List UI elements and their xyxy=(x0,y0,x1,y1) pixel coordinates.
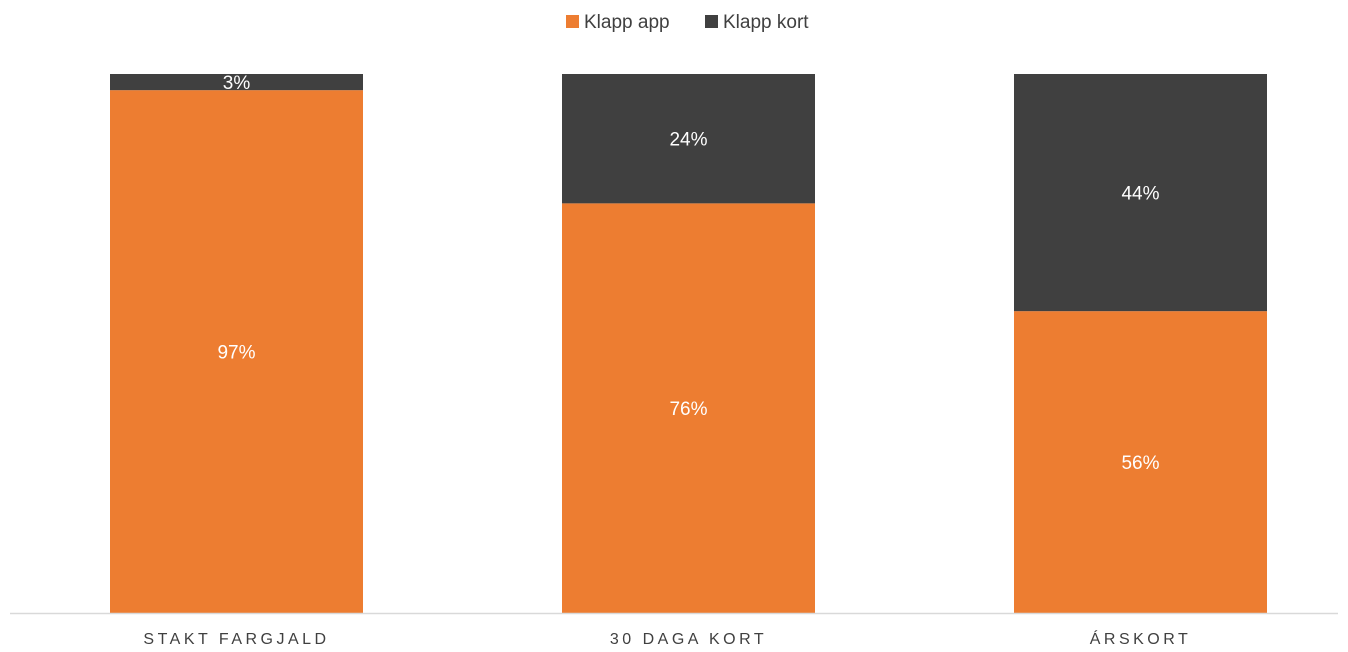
legend-swatch-klapp-kort xyxy=(705,15,718,28)
bar-segment xyxy=(1014,74,1267,312)
data-label: 97% xyxy=(217,343,255,364)
category-label: 30 DAGA KORT xyxy=(610,631,767,648)
legend-swatch-klapp-app xyxy=(566,15,579,28)
data-label: 44% xyxy=(1121,184,1159,205)
category-axis: STAKT FARGJALD 30 DAGA KORT ÁRSKORT xyxy=(143,629,1192,648)
legend-label-klapp-kort: Klapp kort xyxy=(723,12,809,33)
bar-segment xyxy=(110,90,363,614)
bar-segment xyxy=(562,74,815,204)
bar-segment xyxy=(110,74,363,91)
legend-label-klapp-app: Klapp app xyxy=(584,12,670,33)
bar-segment xyxy=(1014,311,1267,613)
legend: Klapp app Klapp kort xyxy=(566,12,809,33)
bar-segment xyxy=(562,203,815,614)
category-label: STAKT FARGJALD xyxy=(143,631,329,648)
data-label: 3% xyxy=(223,73,251,94)
data-label: 24% xyxy=(669,130,707,151)
plot-area: 97% 3% 76% 24% 56% 44% xyxy=(110,73,1267,614)
category-label: ÁRSKORT xyxy=(1090,629,1192,648)
data-label: 76% xyxy=(669,399,707,420)
data-label: 56% xyxy=(1121,453,1159,474)
